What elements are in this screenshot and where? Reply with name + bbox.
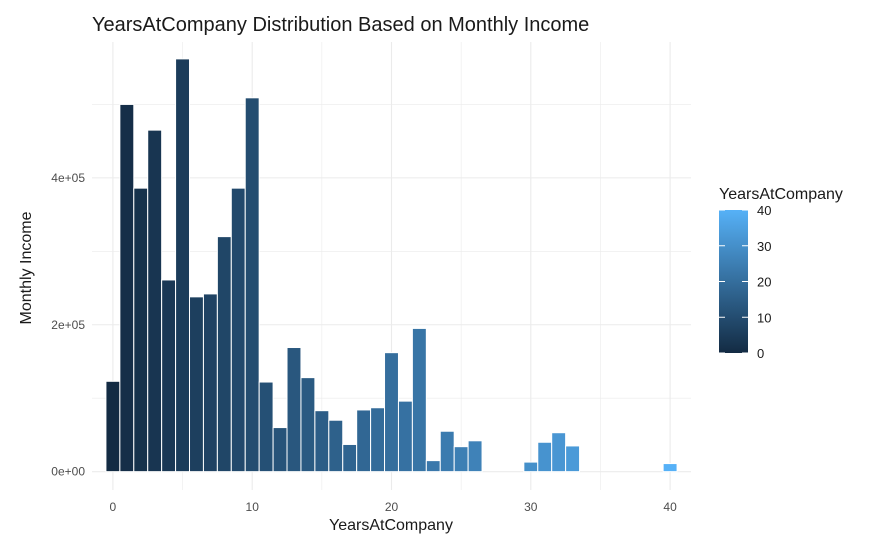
bar — [258, 381, 274, 473]
bar — [147, 129, 163, 473]
legend-tick-label: 40 — [757, 203, 771, 218]
bar — [272, 427, 288, 473]
bars — [105, 58, 678, 473]
bar — [119, 103, 135, 473]
bar — [300, 377, 316, 473]
bar — [133, 187, 149, 473]
bar — [467, 440, 483, 473]
y-tick-label: 0e+00 — [51, 465, 85, 479]
legend-tick-label: 0 — [757, 346, 764, 361]
bar — [453, 446, 469, 473]
bar — [175, 58, 191, 473]
x-tick-label: 0 — [110, 500, 117, 514]
bar — [216, 236, 232, 473]
bar — [411, 327, 427, 473]
x-axis-ticks: 0 10 20 30 40 — [110, 500, 678, 514]
bar — [662, 463, 678, 473]
legend-tick-label: 30 — [757, 239, 771, 254]
bar — [230, 187, 246, 473]
bar — [314, 410, 330, 473]
bar — [551, 432, 567, 473]
legend-ticks: 0 10 20 30 40 — [719, 203, 771, 361]
bar — [565, 445, 581, 473]
bar — [105, 380, 121, 473]
x-tick-label: 10 — [246, 500, 260, 514]
bar — [342, 443, 358, 473]
bar — [523, 461, 539, 473]
x-tick-label: 20 — [385, 500, 399, 514]
y-tick-label: 4e+05 — [51, 171, 85, 185]
bar — [286, 347, 302, 473]
bar — [537, 441, 553, 473]
y-tick-label: 2e+05 — [51, 318, 85, 332]
bar — [189, 296, 204, 473]
bar — [397, 400, 413, 473]
chart-title: YearsAtCompany Distribution Based on Mon… — [92, 14, 589, 36]
color-legend: YearsAtCompany 0 10 20 30 40 — [719, 186, 843, 361]
bar — [356, 409, 372, 473]
bar — [202, 293, 218, 473]
bar — [161, 279, 177, 473]
x-axis-label: YearsAtCompany — [329, 517, 453, 534]
legend-tick-label: 10 — [757, 310, 771, 325]
bar — [425, 460, 441, 473]
x-tick-label: 40 — [663, 500, 677, 514]
y-axis-label: Monthly Income — [18, 211, 35, 324]
bar — [328, 419, 344, 473]
legend-title: YearsAtCompany — [719, 186, 843, 203]
legend-tick-label: 20 — [757, 275, 771, 290]
bar — [370, 407, 386, 473]
x-tick-label: 30 — [524, 500, 538, 514]
bar — [244, 97, 260, 473]
bar — [439, 430, 455, 473]
y-axis-ticks: 0e+00 2e+05 4e+05 — [51, 171, 85, 479]
bar — [384, 352, 399, 473]
